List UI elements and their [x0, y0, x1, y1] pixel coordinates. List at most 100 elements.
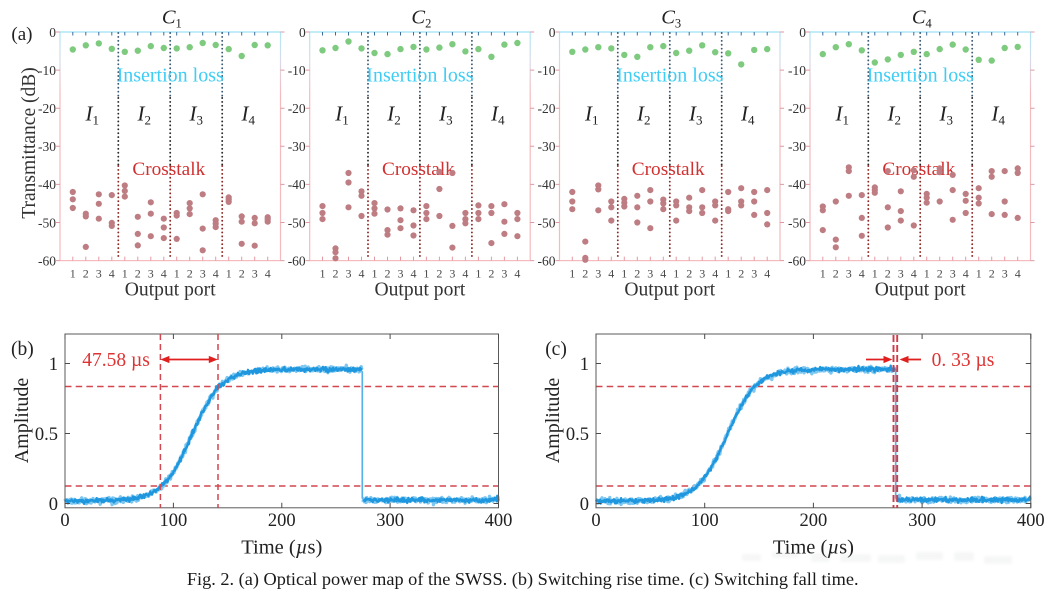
svg-text:-50: -50 — [538, 215, 556, 230]
svg-text:-20: -20 — [288, 101, 306, 116]
svg-text:2: 2 — [833, 267, 839, 281]
svg-text:2: 2 — [135, 267, 141, 281]
svg-text:1: 1 — [976, 267, 982, 281]
svg-text:2: 2 — [187, 267, 193, 281]
svg-text:300: 300 — [908, 511, 936, 531]
svg-text:1: 1 — [122, 267, 128, 281]
svg-text:-20: -20 — [38, 101, 56, 116]
svg-text:1: 1 — [820, 267, 826, 281]
svg-text:0: 0 — [799, 25, 806, 40]
svg-text:1: 1 — [372, 267, 378, 281]
svg-text:-60: -60 — [538, 253, 556, 268]
svg-text:Output port: Output port — [875, 280, 966, 301]
svg-text:3: 3 — [449, 267, 455, 281]
svg-text:-10: -10 — [288, 63, 306, 78]
svg-text:1: 1 — [49, 355, 58, 375]
svg-text:2: 2 — [239, 267, 245, 281]
svg-text:(a): (a) — [11, 24, 32, 45]
svg-text:0: 0 — [49, 25, 56, 40]
svg-text:2: 2 — [885, 267, 891, 281]
svg-text:1: 1 — [320, 267, 326, 281]
svg-text:2: 2 — [738, 267, 744, 281]
svg-text:4: 4 — [161, 267, 167, 281]
svg-text:(b): (b) — [11, 339, 34, 360]
svg-text:200: 200 — [268, 511, 296, 531]
svg-text:-50: -50 — [288, 215, 306, 230]
svg-text:Amplitude: Amplitude — [542, 378, 564, 464]
svg-text:4: 4 — [859, 267, 865, 281]
svg-text:4: 4 — [608, 267, 614, 281]
svg-text:2: 2 — [436, 267, 442, 281]
svg-text:2: 2 — [488, 267, 494, 281]
svg-text:-30: -30 — [288, 139, 306, 154]
svg-text:-10: -10 — [788, 63, 806, 78]
svg-text:400: 400 — [485, 511, 513, 531]
svg-text:Output port: Output port — [125, 280, 216, 301]
svg-text:1: 1 — [872, 267, 878, 281]
svg-text:3: 3 — [96, 267, 102, 281]
svg-text:4: 4 — [109, 267, 115, 281]
svg-text:2: 2 — [83, 267, 89, 281]
svg-text:4: 4 — [411, 267, 417, 281]
svg-text:3: 3 — [148, 267, 154, 281]
svg-text:Amplitude: Amplitude — [11, 378, 33, 464]
svg-text:Fig. 2. (a) Optical power map: Fig. 2. (a) Optical power map of the SWS… — [187, 569, 859, 590]
svg-text:0.5: 0.5 — [566, 425, 589, 445]
svg-text:4: 4 — [712, 267, 718, 281]
svg-text:Output port: Output port — [624, 280, 715, 301]
svg-text:3: 3 — [699, 267, 705, 281]
svg-text:1: 1 — [924, 267, 930, 281]
svg-text:0: 0 — [549, 25, 556, 40]
svg-text:47.58 µs: 47.58 µs — [82, 350, 150, 371]
svg-text:-10: -10 — [38, 63, 56, 78]
svg-text:4: 4 — [265, 267, 271, 281]
svg-text:2: 2 — [582, 267, 588, 281]
svg-text:1: 1 — [423, 267, 429, 281]
svg-text:Time (µs): Time (µs) — [241, 537, 322, 559]
svg-text:Insertion loss: Insertion loss — [867, 65, 974, 87]
svg-text:1: 1 — [725, 267, 731, 281]
svg-text:1: 1 — [475, 267, 481, 281]
svg-text:1: 1 — [621, 267, 627, 281]
svg-text:(c): (c) — [545, 339, 567, 360]
svg-text:100: 100 — [160, 511, 188, 531]
svg-text:-20: -20 — [538, 101, 556, 116]
svg-text:Transmittance (dB): Transmittance (dB) — [19, 67, 40, 218]
svg-text:1: 1 — [569, 267, 575, 281]
svg-text:-50: -50 — [38, 215, 56, 230]
svg-text:1: 1 — [673, 267, 679, 281]
svg-text:4: 4 — [213, 267, 219, 281]
svg-text:-40: -40 — [38, 177, 56, 192]
svg-text:3: 3 — [346, 267, 352, 281]
svg-text:0: 0 — [60, 511, 69, 531]
svg-text:Output port: Output port — [374, 280, 465, 301]
svg-text:1: 1 — [174, 267, 180, 281]
svg-text:Crosstalk: Crosstalk — [882, 159, 955, 180]
svg-text:1: 1 — [70, 267, 76, 281]
svg-text:2: 2 — [989, 267, 995, 281]
svg-text:Insertion loss: Insertion loss — [366, 65, 473, 87]
svg-text:2: 2 — [385, 267, 391, 281]
svg-text:-30: -30 — [538, 139, 556, 154]
svg-text:3: 3 — [950, 267, 956, 281]
svg-text:-40: -40 — [288, 177, 306, 192]
svg-text:3: 3 — [1002, 267, 1008, 281]
svg-text:Insertion loss: Insertion loss — [117, 65, 224, 87]
svg-text:-50: -50 — [788, 215, 806, 230]
svg-text:100: 100 — [691, 511, 719, 531]
svg-text:2: 2 — [634, 267, 640, 281]
svg-text:3: 3 — [501, 267, 507, 281]
svg-text:300: 300 — [376, 511, 404, 531]
svg-text:Crosstalk: Crosstalk — [382, 159, 455, 180]
svg-text:3: 3 — [398, 267, 404, 281]
svg-text:4: 4 — [462, 267, 468, 281]
svg-text:-60: -60 — [788, 253, 806, 268]
svg-text:400: 400 — [1017, 511, 1045, 531]
svg-text:Insertion loss: Insertion loss — [616, 65, 723, 87]
svg-text:4: 4 — [660, 267, 666, 281]
svg-text:3: 3 — [898, 267, 904, 281]
svg-text:1: 1 — [580, 355, 589, 375]
svg-text:3: 3 — [846, 267, 852, 281]
svg-text:4: 4 — [963, 267, 969, 281]
svg-text:2: 2 — [686, 267, 692, 281]
